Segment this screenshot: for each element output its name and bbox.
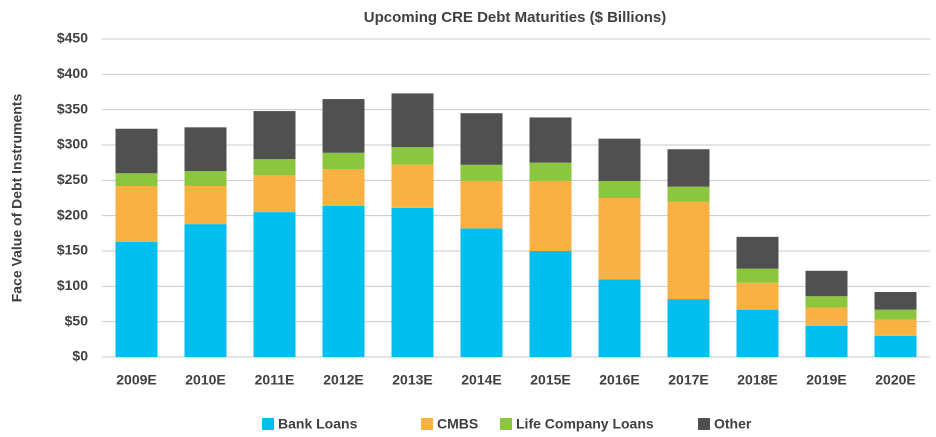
bar-segment <box>598 138 641 182</box>
legend-swatch <box>500 418 512 430</box>
y-tick-label: $350 <box>57 100 88 116</box>
bar-segment <box>598 181 641 198</box>
bar-segment <box>184 127 227 172</box>
legend-swatch <box>262 418 274 430</box>
x-tick-label: 2013E <box>392 372 432 388</box>
x-tick-label: 2016E <box>599 372 639 388</box>
bar-segment <box>115 185 158 242</box>
bar-segment <box>322 169 365 206</box>
bar-segment <box>598 279 641 357</box>
bar-segment <box>460 228 503 357</box>
bar-segment <box>736 309 779 357</box>
x-tick-label: 2018E <box>737 372 777 388</box>
bar-segment <box>598 198 641 280</box>
bar-segment <box>736 236 779 269</box>
bar-segment <box>184 224 227 357</box>
bar-segment <box>322 152 365 170</box>
bar-segment <box>460 181 503 229</box>
x-tick-label: 2017E <box>668 372 708 388</box>
x-tick-label: 2019E <box>806 372 846 388</box>
bar-segment <box>391 207 434 357</box>
bar-segment <box>874 291 917 310</box>
legend-label: CMBS <box>437 416 478 432</box>
x-tick-label: 2010E <box>185 372 225 388</box>
bar-segment <box>736 268 779 283</box>
bar-segment <box>115 128 158 174</box>
bar-segment <box>460 164 503 182</box>
x-tick-label: 2020E <box>875 372 915 388</box>
legend-label: Other <box>714 416 752 432</box>
bar-segment <box>322 205 365 357</box>
y-axis-label: Face Value of Debt Instruments <box>9 94 25 303</box>
y-tick-label: $150 <box>57 242 88 258</box>
bar-segment <box>322 99 365 153</box>
y-tick-label: $250 <box>57 171 88 187</box>
bar-segment <box>874 335 917 357</box>
bar-segment <box>805 296 848 308</box>
bar-segment <box>667 186 710 202</box>
bar-segment <box>391 93 434 148</box>
x-tick-label: 2015E <box>530 372 570 388</box>
bar-segment <box>874 309 917 320</box>
legend-swatch <box>421 418 433 430</box>
legend-label: Life Company Loans <box>516 416 654 432</box>
legend-label: Bank Loans <box>278 416 358 432</box>
bar-segment <box>391 164 434 208</box>
y-tick-label: $450 <box>57 30 88 46</box>
x-tick-label: 2014E <box>461 372 501 388</box>
bar-segment <box>253 212 296 357</box>
bar-segment <box>805 270 848 297</box>
y-tick-label: $50 <box>65 312 89 328</box>
bar-segment <box>667 149 710 187</box>
bar-segment <box>529 162 572 182</box>
bar-segment <box>115 241 158 357</box>
x-tick-label: 2011E <box>255 372 295 388</box>
x-tick-label: 2009E <box>116 372 156 388</box>
legend-swatch <box>698 418 710 430</box>
x-tick-label: 2012E <box>323 372 363 388</box>
bar-segment <box>184 185 227 225</box>
bar-segment <box>460 113 503 165</box>
bar-segment <box>667 201 710 300</box>
y-tick-label: $400 <box>57 65 88 81</box>
bar-segment <box>253 159 296 176</box>
bar-segment <box>529 251 572 357</box>
y-tick-label: $200 <box>57 206 88 222</box>
bar-segment <box>667 299 710 357</box>
y-tick-label: $300 <box>57 136 88 152</box>
bar-segment <box>253 175 296 213</box>
bar-segment <box>874 319 917 336</box>
bar-segment <box>184 171 227 186</box>
bar-segment <box>805 307 848 326</box>
bar-segment <box>253 111 296 160</box>
y-tick-label: $100 <box>57 277 88 293</box>
y-tick-label: $0 <box>72 348 88 364</box>
bar-segment <box>529 117 572 163</box>
bar-segment <box>736 282 779 310</box>
bar-segment <box>391 147 434 165</box>
bar-segment <box>805 325 848 357</box>
chart-title: Upcoming CRE Debt Maturities ($ Billions… <box>364 9 667 26</box>
bar-segment <box>115 173 158 186</box>
bar-segment <box>529 181 572 251</box>
